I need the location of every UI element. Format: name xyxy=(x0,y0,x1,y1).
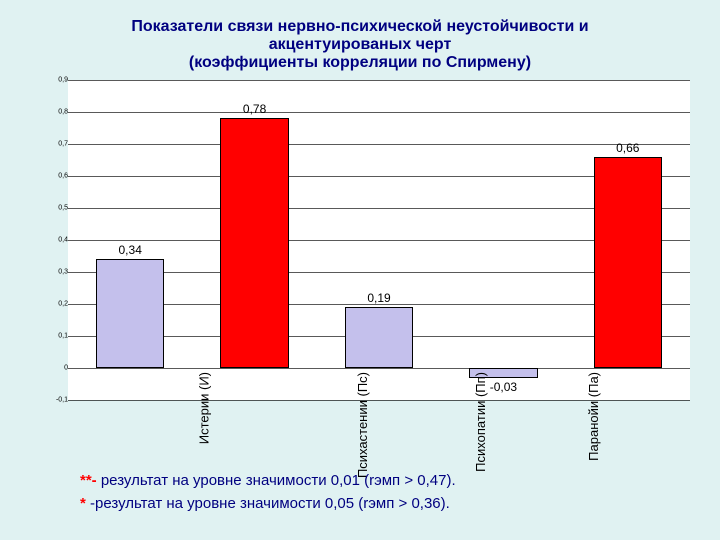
y-tick-label: 0,7 xyxy=(44,141,70,148)
footnote-2-stars: * xyxy=(80,495,86,512)
y-tick-label: 0,6 xyxy=(44,173,70,180)
footnote-1-stars: **- xyxy=(80,472,101,489)
bar-value-label: 0,34 xyxy=(119,243,142,257)
y-tick-label: 0,5 xyxy=(44,205,70,212)
category-label: Психастении (Пс) xyxy=(355,372,370,478)
y-tick-label: 0,8 xyxy=(44,109,70,116)
bars-layer: 0,34 0,78 0,19 -0,03 0,66 xyxy=(68,80,690,400)
title-line3: (коэффициенты корреляции по Спирмену) xyxy=(0,54,720,72)
title-line1: Показатели связи нервно-психической неус… xyxy=(0,18,720,36)
footnote-1: **- результат на уровне значимости 0,01 … xyxy=(80,470,456,493)
y-tick-label: 0,1 xyxy=(44,333,70,340)
bar-value-label: 0,66 xyxy=(616,141,639,155)
footnotes: **- результат на уровне значимости 0,01 … xyxy=(80,470,456,515)
category-label: Истерии (И) xyxy=(196,372,211,444)
footnote-1-text: результат на уровне значимости 0,01 (rэм… xyxy=(101,472,456,489)
bar-value-label: 0,78 xyxy=(243,102,266,116)
y-tick-label: 0,4 xyxy=(44,237,70,244)
bar xyxy=(594,157,662,368)
y-tick-label: -0,1 xyxy=(44,397,70,404)
y-tick-label: 0 xyxy=(44,365,70,372)
y-tick-label: 0,3 xyxy=(44,269,70,276)
footnote-2-text: -результат на уровне значимости 0,05 (rэ… xyxy=(90,495,450,512)
category-label: Психопатии (Пп) xyxy=(473,372,488,472)
category-label: Паранойи (Па) xyxy=(586,372,601,461)
bar-value-label: -0,03 xyxy=(490,380,517,394)
title-line2: акцентуированых черт xyxy=(0,36,720,54)
footnote-2: * -результат на уровне значимости 0,05 (… xyxy=(80,493,456,516)
chart-title: Показатели связи нервно-психической неус… xyxy=(0,0,720,72)
bar-value-label: 0,19 xyxy=(367,291,390,305)
y-tick-label: 0,9 xyxy=(44,77,70,84)
bar xyxy=(96,259,164,368)
bar xyxy=(220,118,288,368)
y-tick-label: 0,2 xyxy=(44,301,70,308)
bar xyxy=(345,307,413,368)
plot-area: 0,34 0,78 0,19 -0,03 0,66 xyxy=(68,80,690,400)
chart-area: 0,340,780,19-0,030,66 -0,100,10,20,30,40… xyxy=(44,80,690,400)
